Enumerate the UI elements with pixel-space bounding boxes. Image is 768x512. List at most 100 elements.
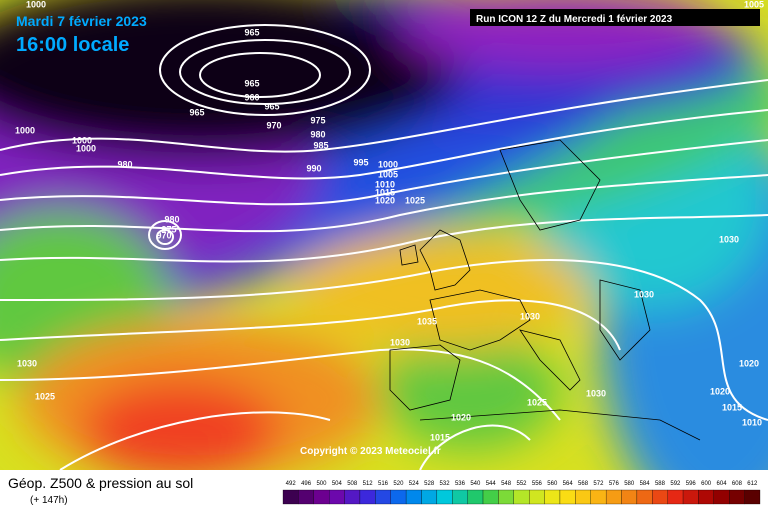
legend-label: 564 bbox=[563, 481, 574, 487]
isobar-label: 1010 bbox=[375, 179, 395, 189]
legend-label: 604 bbox=[717, 481, 728, 487]
isobar-label: 1030 bbox=[520, 311, 540, 321]
isobar-label: 1010 bbox=[742, 417, 762, 427]
footer-lead: (+ 147h) bbox=[30, 495, 68, 506]
isobar-label: 1015 bbox=[430, 432, 450, 442]
legend-label: 556 bbox=[532, 481, 543, 487]
legend-label: 500 bbox=[316, 481, 327, 487]
legend-label: 568 bbox=[578, 481, 589, 487]
isobar-label: 980 bbox=[310, 129, 325, 139]
legend-swatch bbox=[575, 489, 591, 505]
run-box bbox=[470, 9, 760, 26]
legend-swatch bbox=[498, 489, 514, 505]
isobar-label: 985 bbox=[313, 140, 328, 150]
legend-swatch bbox=[698, 489, 714, 505]
isobar-label: 1020 bbox=[375, 195, 395, 205]
forecast-time: 16:00 locale bbox=[16, 34, 129, 56]
isobar-label: 960 bbox=[244, 92, 259, 102]
legend-label: 536 bbox=[455, 481, 466, 487]
isobar-label: 995 bbox=[353, 157, 368, 167]
legend-swatch bbox=[359, 489, 376, 505]
isobar-label: 1000 bbox=[378, 159, 398, 169]
copyright: Copyright © 2023 Meteociel.fr bbox=[300, 446, 441, 457]
legend-swatch bbox=[667, 489, 684, 505]
legend-swatch bbox=[344, 489, 361, 505]
legend-swatch bbox=[405, 489, 422, 505]
footer-title: Géop. Z500 & pression au sol bbox=[8, 475, 193, 491]
isobar-label: 980 bbox=[117, 159, 132, 169]
isobar-label: 1000 bbox=[76, 143, 96, 153]
legend-label: 596 bbox=[686, 481, 697, 487]
legend-label: 512 bbox=[363, 481, 374, 487]
isobar-label: 1030 bbox=[17, 358, 37, 368]
coastlines bbox=[389, 139, 701, 441]
legend-label: 524 bbox=[409, 481, 420, 487]
isobar-label: 1015 bbox=[375, 187, 395, 197]
legend-label: 496 bbox=[301, 481, 312, 487]
isobar-label: 1020 bbox=[451, 412, 471, 422]
isobar-label: 1000 bbox=[72, 135, 92, 145]
legend-swatch bbox=[744, 489, 761, 505]
isobar-label: 1005 bbox=[378, 169, 398, 179]
legend-label: 528 bbox=[424, 481, 435, 487]
legend-swatch bbox=[390, 489, 407, 505]
forecast-date: Mardi 7 février 2023 bbox=[16, 13, 147, 29]
isobar-label: 1020 bbox=[739, 358, 759, 368]
isobar-label: 1035 bbox=[417, 316, 437, 326]
legend-swatch bbox=[605, 489, 622, 505]
legend-swatch bbox=[544, 489, 561, 505]
legend-label: 576 bbox=[609, 481, 620, 487]
isobar-label: 1000 bbox=[26, 0, 46, 9]
isobar-label: 1000 bbox=[15, 125, 35, 135]
run-info: Run ICON 12 Z du Mercredi 1 février 2023 bbox=[476, 14, 673, 25]
isobar-label: 1025 bbox=[35, 391, 55, 401]
isobar-label: 1030 bbox=[586, 388, 606, 398]
isobar-label: 970 bbox=[266, 120, 281, 130]
legend-swatch bbox=[713, 489, 730, 505]
legend-swatch bbox=[298, 489, 314, 505]
legend-label: 580 bbox=[624, 481, 635, 487]
isobar-label: 970 bbox=[156, 230, 171, 240]
isobar-label: 980 bbox=[164, 214, 179, 224]
legend-swatch bbox=[590, 489, 607, 505]
legend-label: 592 bbox=[670, 481, 681, 487]
legend-swatch bbox=[329, 489, 345, 505]
legend-swatch bbox=[729, 489, 745, 505]
isobar-label: 965 bbox=[244, 27, 259, 37]
legend-swatch bbox=[452, 489, 468, 505]
legend-swatch bbox=[421, 489, 438, 505]
isobar-label: 1030 bbox=[390, 337, 410, 347]
legend-label: 600 bbox=[701, 481, 712, 487]
legend-label: 612 bbox=[747, 481, 758, 487]
legend-swatch bbox=[529, 489, 545, 505]
isobar-label: 965 bbox=[264, 101, 279, 111]
legend: 492 496 500 504 508 512 516 520 524 528 532 536 540 5… bbox=[282, 481, 761, 505]
isobar-label: 1015 bbox=[722, 402, 742, 412]
isobar-label: 1025 bbox=[405, 195, 425, 205]
legend-swatch bbox=[467, 489, 484, 505]
legend-swatch bbox=[636, 489, 653, 505]
isobar-label: 1005 bbox=[744, 0, 764, 9]
legend-label: 492 bbox=[286, 481, 297, 487]
legend-swatch bbox=[682, 489, 699, 505]
legend-swatch bbox=[282, 489, 299, 505]
legend-swatch bbox=[652, 489, 668, 505]
legend-label: 544 bbox=[486, 481, 497, 487]
isobar-label: 1030 bbox=[719, 234, 739, 244]
legend-swatch bbox=[313, 489, 330, 505]
isobar-label: 965 bbox=[189, 107, 204, 117]
legend-label: 588 bbox=[655, 481, 666, 487]
legend-swatch bbox=[375, 489, 391, 505]
isobar-label: 975 bbox=[161, 224, 176, 234]
legend-label: 520 bbox=[393, 481, 404, 487]
isobar-label: 975 bbox=[310, 115, 325, 125]
legend-label: 572 bbox=[593, 481, 604, 487]
legend-swatch bbox=[436, 489, 453, 505]
legend-label: 584 bbox=[640, 481, 651, 487]
legend-label: 508 bbox=[347, 481, 358, 487]
isobar-label: 990 bbox=[306, 163, 321, 173]
legend-label: 540 bbox=[470, 481, 481, 487]
